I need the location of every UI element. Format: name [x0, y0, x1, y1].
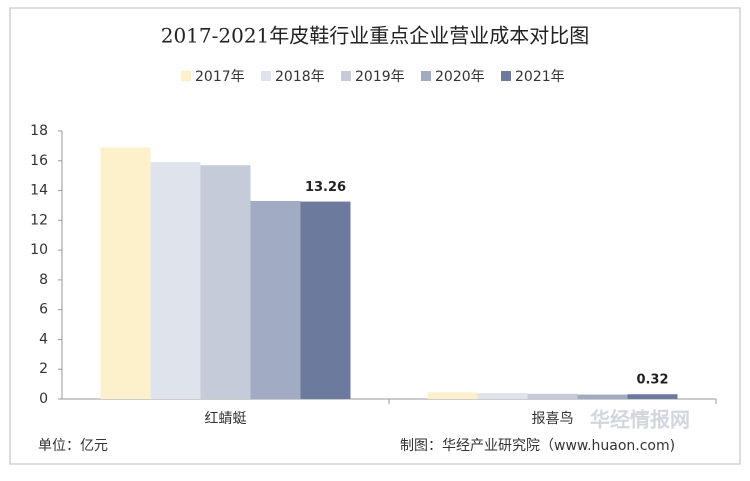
y-tick-label: 8 — [39, 272, 48, 288]
y-tick-label: 14 — [30, 183, 48, 199]
bar — [627, 394, 678, 399]
legend-swatch — [421, 71, 431, 81]
bar — [250, 200, 301, 399]
watermark: 华经情报网 — [590, 408, 690, 432]
x-tick-label: 报喜鸟 — [532, 411, 574, 427]
legend-label: 2021年 — [515, 69, 565, 85]
legend-label: 2017年 — [195, 69, 245, 85]
y-tick-label: 4 — [39, 331, 48, 347]
bar — [150, 162, 201, 399]
y-tick-label: 12 — [30, 212, 48, 228]
x-tick-label: 红蜻蜓 — [205, 411, 247, 427]
y-tick-label: 10 — [30, 242, 48, 258]
bar — [577, 394, 628, 399]
unit-note: 单位：亿元 — [38, 438, 108, 454]
y-tick-label: 2 — [39, 361, 48, 377]
y-tick-label: 6 — [39, 302, 48, 318]
legend-swatch — [501, 71, 511, 81]
legend-label: 2018年 — [275, 69, 325, 85]
bar — [477, 393, 528, 399]
chart-title: 2017-2021年皮鞋行业重点企业营业成本对比图 — [161, 24, 590, 48]
bar — [200, 165, 251, 399]
legend-swatch — [341, 71, 351, 81]
legend-label: 2019年 — [355, 69, 405, 85]
bar — [527, 393, 578, 399]
legend-swatch — [261, 71, 271, 81]
y-tick-label: 16 — [30, 153, 48, 169]
data-label: 13.26 — [305, 180, 346, 195]
bar — [100, 147, 151, 399]
legend-label: 2020年 — [435, 69, 485, 85]
bar — [427, 392, 478, 399]
legend-swatch — [181, 71, 191, 81]
data-label: 0.32 — [636, 373, 668, 388]
y-tick-label: 18 — [30, 123, 48, 139]
source-note: 制图：华经产业研究院（www.huaon.com) — [400, 438, 675, 454]
bar — [300, 201, 351, 399]
y-tick-label: 0 — [39, 391, 48, 407]
